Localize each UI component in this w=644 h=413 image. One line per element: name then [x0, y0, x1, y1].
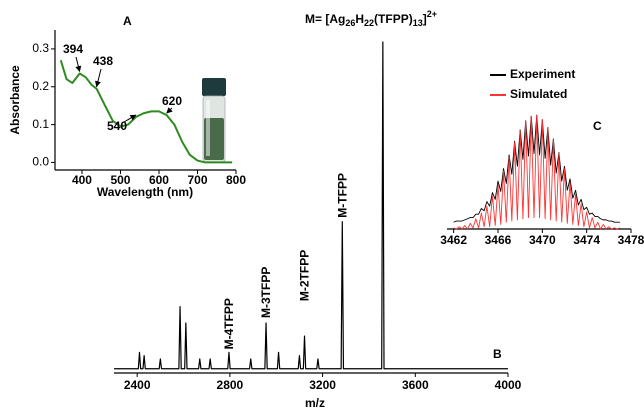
title-part: ]: [423, 12, 427, 26]
title-part: (TFPP): [374, 12, 413, 26]
x-tick-label: 3478: [618, 233, 644, 247]
y-axis-title: Absorbance: [8, 65, 22, 135]
peak-annotation: 540: [107, 119, 127, 133]
legend-label: Experiment: [510, 67, 575, 81]
x-axis-title: Wavelength (nm): [97, 185, 193, 199]
x-tick-label: 3200: [309, 378, 336, 392]
peak-annotation: 394: [63, 42, 83, 56]
annotation-arrow: [75, 56, 82, 73]
x-tick-label: 400: [72, 173, 92, 187]
peak-label: M-TFPP: [335, 173, 349, 218]
x-axis-title: m/z: [305, 396, 325, 410]
x-tick-label: 600: [149, 173, 169, 187]
title-part: H: [355, 12, 364, 26]
x-tick-label: 700: [187, 173, 207, 187]
title-part: 13: [413, 18, 423, 28]
isotope-line: [453, 114, 621, 230]
x-tick-label: 3470: [529, 233, 556, 247]
x-tick-label: 3462: [440, 233, 467, 247]
x-tick-label: 3466: [485, 233, 512, 247]
peak-annotation: 438: [93, 54, 113, 68]
title-part: 22: [364, 18, 374, 28]
panel-label: B: [493, 347, 502, 361]
peak-label: M-2TFPP: [298, 250, 312, 301]
x-tick-label: 4000: [495, 378, 522, 392]
y-tick-label: 0.2: [32, 79, 49, 93]
x-tick-label: 500: [110, 173, 130, 187]
x-tick-label: 3474: [573, 233, 600, 247]
x-tick-label: 3600: [402, 378, 429, 392]
x-tick-label: 800: [226, 173, 246, 187]
title-part: M= [Ag: [305, 12, 345, 26]
vial: [202, 78, 226, 163]
annotation-arrow: [166, 107, 173, 114]
panel-label: C: [593, 119, 602, 133]
peak-label: M-4TFPP: [222, 298, 236, 349]
panel-label: A: [123, 14, 132, 28]
y-tick-label: 0.1: [32, 117, 49, 131]
peak-annotation: 620: [162, 94, 182, 108]
title-part: 26: [345, 18, 355, 28]
y-tick-label: 0.3: [32, 41, 49, 55]
title-part: 2+: [427, 9, 437, 19]
annotation-arrow: [123, 114, 137, 123]
x-tick-label: 2400: [124, 378, 151, 392]
y-tick-label: 0.0: [32, 155, 49, 169]
legend-label: Simulated: [510, 87, 567, 101]
peak-label: M-3TFPP: [259, 267, 273, 318]
x-tick-label: 2800: [217, 378, 244, 392]
annotation-arrow: [94, 68, 102, 88]
spectrum-title: M= [Ag26H22(TFPP)13]2+: [305, 9, 437, 28]
spectrum-line: [114, 41, 508, 370]
